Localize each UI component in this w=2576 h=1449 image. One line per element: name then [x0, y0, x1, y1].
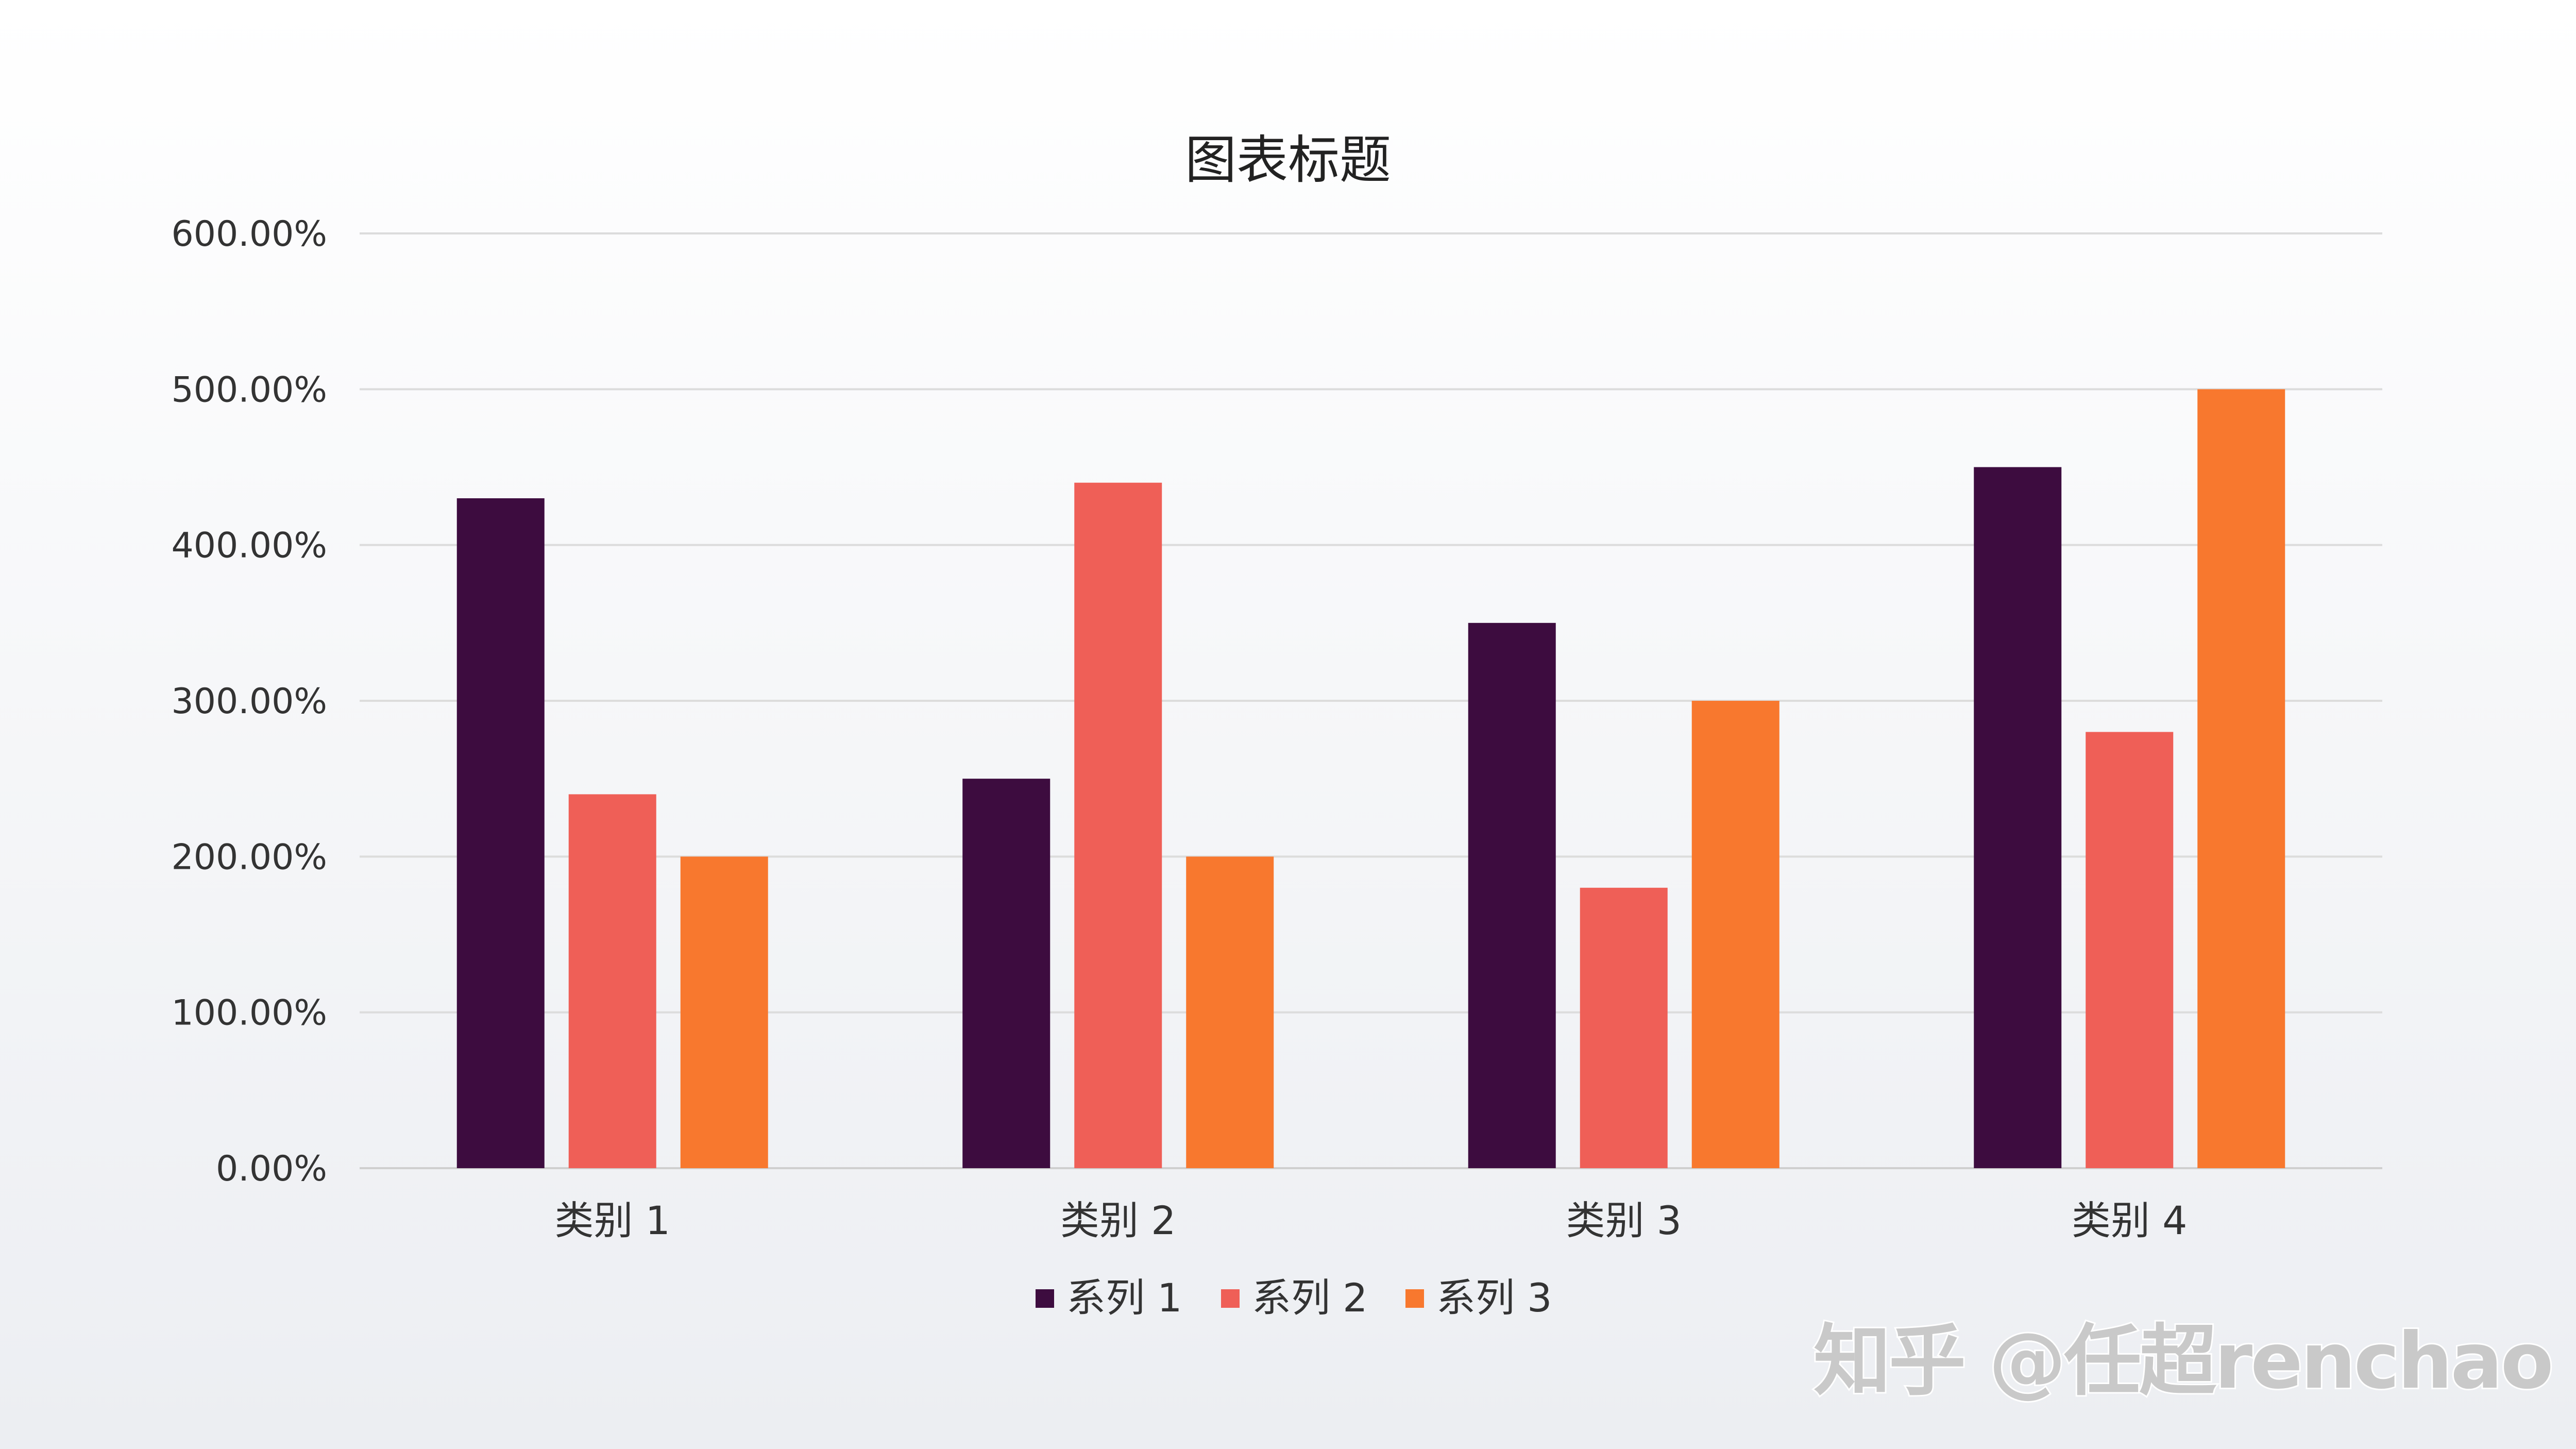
y-tick-label: 300.00% — [171, 681, 327, 722]
bar — [1580, 887, 1668, 1168]
y-tick-label: 600.00% — [171, 214, 327, 255]
watermark: 知乎 @任超renchao — [1812, 1315, 2555, 1408]
bar — [1468, 622, 1556, 1168]
x-tick-label: 类别 2 — [1060, 1198, 1176, 1243]
bar — [1186, 856, 1274, 1168]
bar — [2197, 389, 2285, 1169]
y-tick-label: 200.00% — [171, 837, 327, 878]
y-tick-label: 400.00% — [171, 526, 327, 566]
x-tick-label: 类别 4 — [2072, 1198, 2188, 1243]
bar — [1691, 701, 1780, 1168]
bar — [1074, 482, 1162, 1168]
legend-label: 系列 3 — [1436, 1275, 1552, 1321]
legend-swatch — [1405, 1289, 1424, 1308]
bar — [456, 498, 545, 1168]
legend-swatch — [1036, 1289, 1054, 1308]
legend-label: 系列 1 — [1066, 1275, 1182, 1321]
legend-swatch — [1221, 1289, 1240, 1308]
bar — [680, 856, 768, 1168]
x-tick-label: 类别 3 — [1566, 1198, 1682, 1243]
x-tick-label: 类别 1 — [554, 1198, 670, 1243]
y-tick-label: 100.00% — [171, 993, 327, 1034]
y-tick-label: 500.00% — [171, 369, 327, 410]
bar — [568, 794, 656, 1168]
bar — [1974, 467, 2062, 1168]
bar — [2086, 732, 2174, 1168]
chart-title: 图表标题 — [1185, 130, 1391, 190]
bar — [962, 779, 1050, 1168]
legend-label: 系列 2 — [1252, 1275, 1368, 1321]
y-tick-label: 0.00% — [216, 1149, 327, 1189]
